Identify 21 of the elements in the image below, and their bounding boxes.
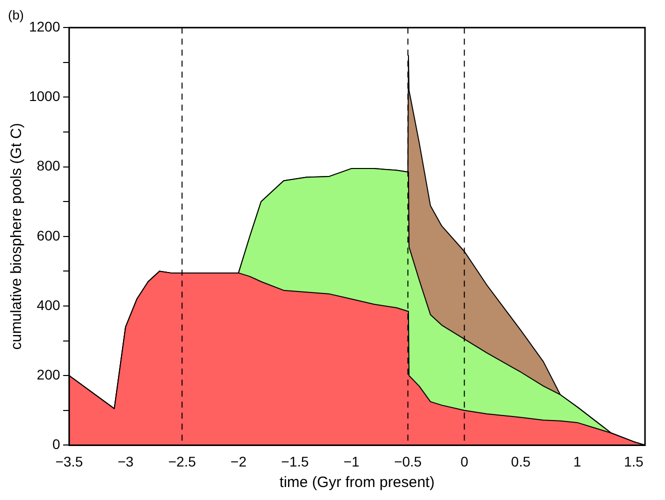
x-tick-label: −3 (118, 453, 134, 470)
chart-title: (b) (8, 7, 24, 22)
x-tick-label: −3.5 (55, 453, 84, 470)
x-tick-label: −1 (343, 453, 360, 470)
x-tick-label: −1.5 (281, 453, 309, 470)
x-axis-title: time (Gyr from present) (280, 474, 435, 492)
y-tick-label: 400 (36, 296, 60, 313)
y-tick-label: 0 (52, 436, 60, 452)
x-tick-label: −2.5 (168, 453, 196, 470)
x-tick-label: 0.5 (511, 453, 531, 470)
x-tick-label: 0 (460, 453, 468, 470)
x-tick-label: −2 (230, 453, 247, 470)
y-tick-label: 1200 (28, 18, 60, 34)
y-tick-label: 600 (36, 227, 60, 244)
x-tick-label: −0.5 (394, 453, 422, 470)
x-tick-label: 1 (573, 453, 582, 470)
y-tick-label: 1000 (28, 88, 60, 104)
y-axis-title: cumulative biosphere pools (Gt C) (8, 123, 26, 350)
x-tick-label: 1.5 (624, 453, 644, 470)
y-tick-label: 800 (36, 158, 60, 174)
y-tick-label: 200 (36, 366, 60, 382)
